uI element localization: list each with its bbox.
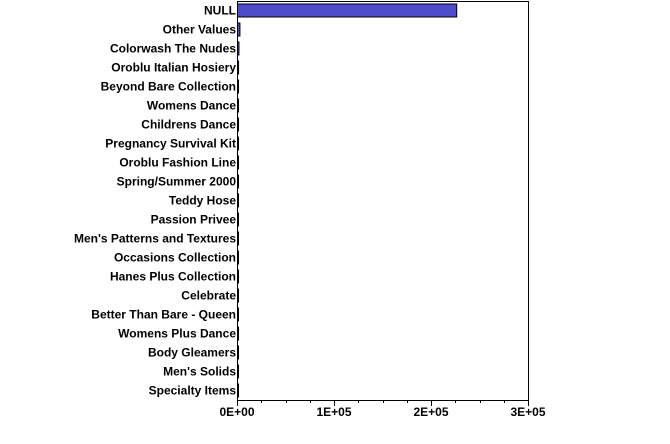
category-label: Men's Patterns and Textures: [74, 232, 236, 246]
category-labels-group: NULL Other Values Colorwash The Nudes Orobl…: [74, 4, 236, 398]
category-label: NULL: [204, 4, 236, 18]
category-label: Oroblu Italian Hosiery: [111, 61, 236, 75]
category-label: Occasions Collection: [114, 251, 236, 265]
x-tick-label: 0E+00: [219, 405, 254, 419]
x-tick-label: 1E+05: [316, 405, 351, 419]
category-label: Womens Dance: [147, 99, 236, 113]
category-label: Hanes Plus Collection: [110, 270, 236, 284]
bars-group: [237, 3, 458, 398]
category-label: Teddy Hose: [169, 194, 236, 208]
category-label: Body Gleamers: [148, 346, 236, 360]
x-axis: 0E+00 1E+05 2E+05 3E+05: [219, 400, 546, 419]
bar: [237, 3, 458, 18]
category-label: Pregnancy Survival Kit: [105, 137, 236, 151]
category-label: Passion Privee: [151, 213, 237, 227]
x-tick-label: 2E+05: [413, 405, 448, 419]
category-label: Other Values: [163, 23, 237, 37]
category-label: Specialty Items: [149, 384, 237, 398]
category-label: Beyond Bare Collection: [101, 80, 236, 94]
plot-area-frame: [237, 1, 529, 401]
category-label: Better Than Bare - Queen: [91, 308, 236, 322]
category-label: Oroblu Fashion Line: [119, 156, 236, 170]
category-label: Men's Solids: [163, 365, 236, 379]
category-label: Colorwash The Nudes: [110, 42, 236, 56]
category-label: Celebrate: [181, 289, 236, 303]
category-label: Spring/Summer 2000: [117, 175, 237, 189]
category-label: Womens Plus Dance: [118, 327, 236, 341]
category-label: Childrens Dance: [141, 118, 236, 132]
x-tick-label: 3E+05: [510, 405, 545, 419]
